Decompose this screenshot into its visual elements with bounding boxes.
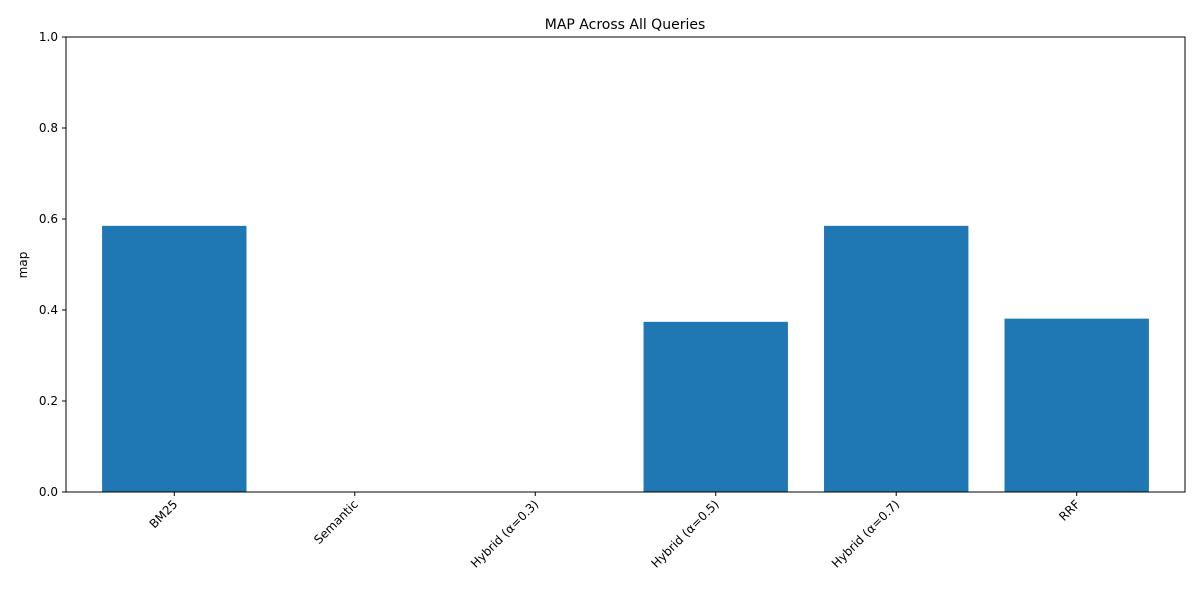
bar <box>1004 318 1149 492</box>
x-tick-label: Semantic <box>311 497 361 547</box>
x-tick-label: RRF <box>1056 497 1083 524</box>
y-tick-label: 0.8 <box>39 121 58 135</box>
bar <box>824 225 969 492</box>
x-tick-label: BM25 <box>147 497 181 531</box>
y-axis-title: map <box>16 252 30 279</box>
bar <box>643 321 788 492</box>
y-tick-label: 0.2 <box>39 394 58 408</box>
bar-series <box>102 225 1149 492</box>
x-tick-label: Hybrid (α=0.3) <box>468 497 541 570</box>
y-tick-label: 0.0 <box>39 485 58 499</box>
x-tick-label: Hybrid (α=0.7) <box>829 497 902 570</box>
y-tick-label: 0.4 <box>39 303 58 317</box>
y-axis: 0.0 0.2 0.4 0.6 0.8 1.0 <box>39 30 66 499</box>
plot-frame <box>65 36 1186 493</box>
y-tick-label: 0.6 <box>39 212 58 226</box>
x-axis: BM25 Semantic Hybrid (α=0.3) Hybrid (α=0.5)… <box>147 492 1083 571</box>
bar <box>102 225 247 492</box>
x-tick-label: Hybrid (α=0.5) <box>648 497 721 570</box>
chart-title: MAP Across All Queries <box>545 17 706 33</box>
y-tick-label: 1.0 <box>39 30 58 44</box>
